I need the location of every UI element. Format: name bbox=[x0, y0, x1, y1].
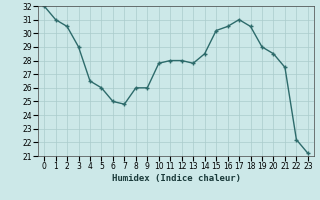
X-axis label: Humidex (Indice chaleur): Humidex (Indice chaleur) bbox=[111, 174, 241, 183]
